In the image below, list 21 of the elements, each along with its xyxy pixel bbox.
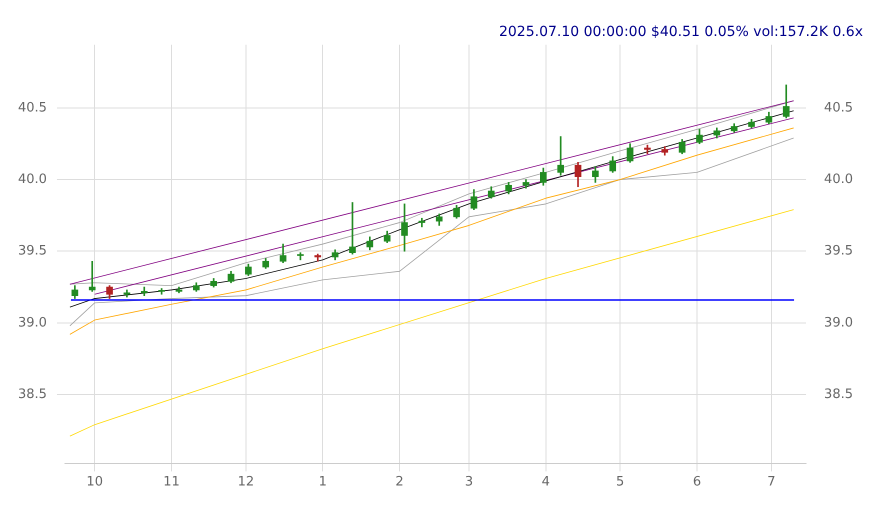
y-tick-label: 38.5 — [18, 386, 47, 402]
x-tick-label: 7 — [767, 474, 776, 490]
y-tick-label: 39.5 — [18, 244, 47, 259]
x-tick-label: 4 — [542, 474, 550, 490]
x-tick-label: 5 — [616, 474, 624, 490]
y2-tick-label: 38.5 — [824, 386, 854, 402]
y-tick-label: 40.0 — [18, 172, 47, 187]
x-tick-label: 6 — [692, 474, 702, 490]
x-tick-label: 11 — [163, 474, 180, 490]
x-tick-label: 1 — [318, 474, 327, 490]
y-tick-label: 40.5 — [18, 100, 47, 116]
x-tick-label: 10 — [86, 474, 103, 490]
x-tick-label: 3 — [464, 474, 474, 490]
y2-tick-label: 40.0 — [824, 172, 854, 187]
chart-title: 2025.07.10 00:00:00 $40.51 0.05% vol:157.2K 0.6x — [498, 24, 863, 40]
y2-tick-label: 40.5 — [824, 100, 854, 116]
y2-tick-label: 39.5 — [824, 244, 854, 259]
x-tick-label: 2 — [395, 474, 404, 490]
y-tick-label: 39.0 — [18, 315, 47, 330]
y2-tick-label: 39.0 — [824, 315, 854, 330]
x-tick-label: 12 — [238, 474, 254, 490]
